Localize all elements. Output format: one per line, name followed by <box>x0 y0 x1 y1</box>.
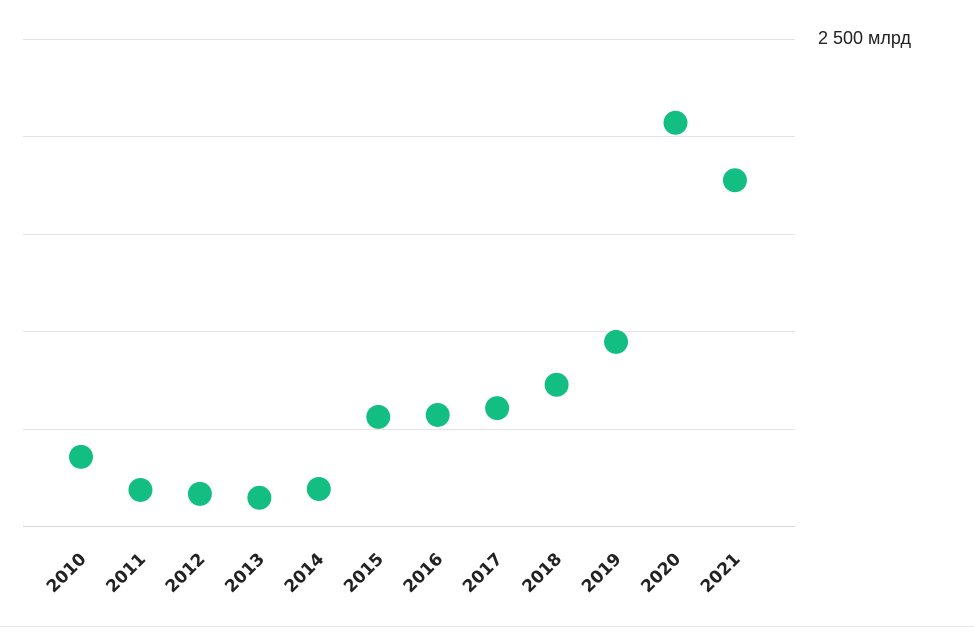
data-point-2018 <box>544 372 569 397</box>
data-point-2015 <box>366 404 391 429</box>
x-tick-label: 2011 <box>102 549 150 597</box>
x-tick-label: 2018 <box>519 549 567 597</box>
data-point-2019 <box>604 329 629 354</box>
data-point-2017 <box>485 396 510 421</box>
x-tick-label: 2021 <box>697 549 745 597</box>
x-tick-label: 2016 <box>400 549 448 597</box>
x-tick-label: 2019 <box>578 549 626 597</box>
x-tick-label: 2015 <box>340 549 388 597</box>
data-point-2012 <box>187 481 212 506</box>
data-points <box>69 110 747 510</box>
x-tick-label: 2017 <box>459 549 507 597</box>
x-tick-label: 2013 <box>221 549 269 597</box>
data-point-2020 <box>663 110 688 135</box>
data-point-2016 <box>425 402 450 427</box>
gridlines <box>23 39 795 527</box>
x-tick-label: 2010 <box>43 549 91 597</box>
x-tick-label: 2014 <box>281 549 329 597</box>
x-tick-label: 2020 <box>637 549 685 597</box>
data-point-2014 <box>306 476 331 501</box>
x-axis-ticks: 2010 2011 2012 2013 2014 2015 2016 2017 2018 2019… <box>43 549 745 597</box>
data-point-2011 <box>128 477 153 502</box>
data-point-2021 <box>722 168 747 193</box>
y-axis-max-label: 2 500 млрд <box>818 28 912 48</box>
data-point-2013 <box>247 485 272 510</box>
data-point-2010 <box>69 444 93 469</box>
bottom-divider <box>0 626 974 627</box>
x-tick-label: 2012 <box>162 549 210 597</box>
